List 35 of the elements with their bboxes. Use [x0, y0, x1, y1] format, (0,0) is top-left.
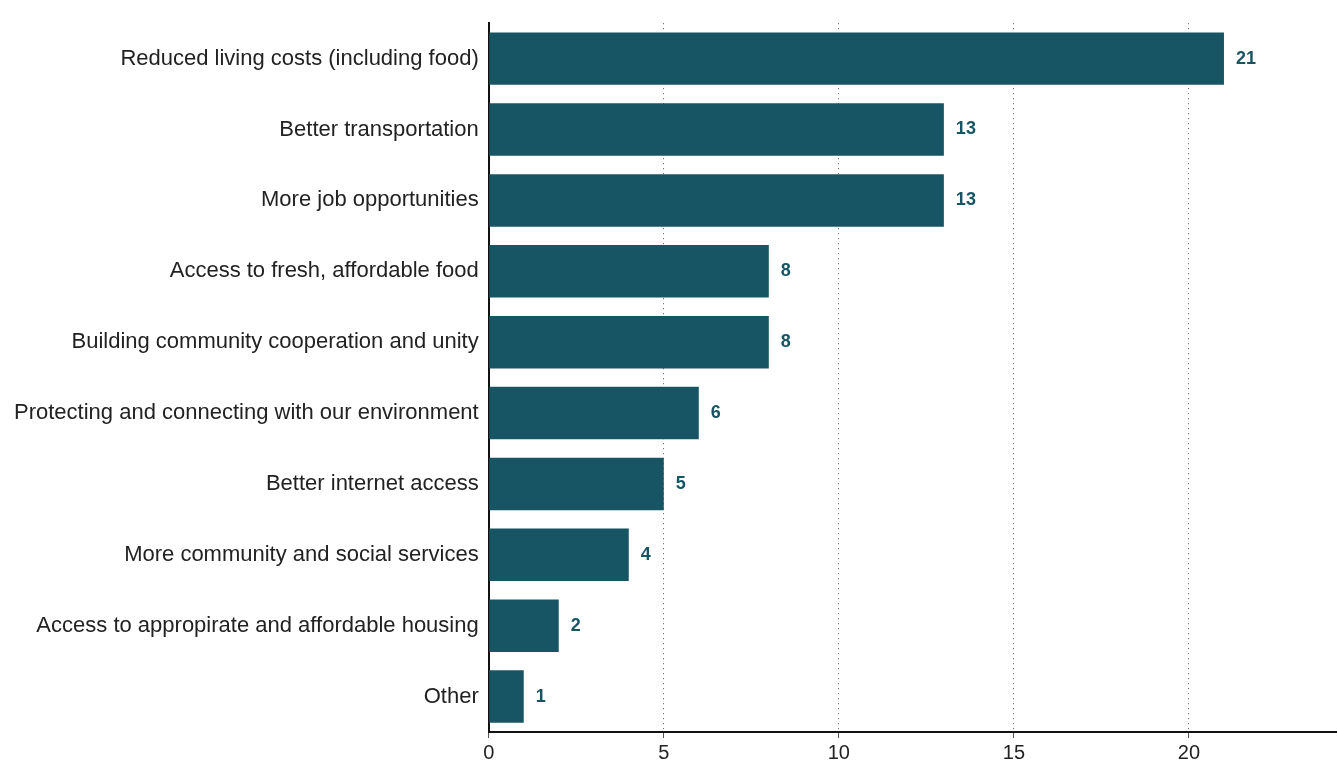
data-label: 6 — [710, 402, 721, 423]
data-label: 8 — [780, 260, 791, 281]
bar — [489, 670, 524, 723]
x-tick-label: 0 — [483, 740, 495, 763]
x-tick-label: 5 — [658, 740, 670, 763]
bar — [489, 32, 1224, 85]
data-label: 4 — [640, 543, 651, 564]
y-tick-label: Building community cooperation and unity — [71, 328, 479, 354]
x-tick-label: 15 — [1002, 740, 1026, 763]
y-tick-label: Reduced living costs (including food) — [120, 44, 479, 70]
bar — [489, 386, 699, 440]
y-tick-label: Other — [423, 682, 479, 708]
y-tick-label: Better transportation — [279, 115, 479, 141]
bar — [489, 315, 769, 369]
data-label: 13 — [955, 189, 976, 210]
y-tick-label: Protecting and connecting with our environment — [14, 399, 479, 425]
y-tick-label: Better internet access — [265, 469, 479, 495]
data-label: 8 — [780, 331, 791, 352]
x-tick-label: 10 — [827, 740, 850, 763]
data-label: 2 — [570, 614, 581, 635]
y-tick-label: Access to fresh, affordable food — [169, 257, 479, 283]
x-tick-label: 20 — [1177, 740, 1201, 763]
data-label: 1 — [535, 685, 546, 706]
bar — [489, 174, 944, 227]
data-label: 5 — [675, 472, 686, 493]
y-tick-label: Access to appropirate and affordable housing — [36, 611, 479, 637]
bar — [489, 528, 629, 582]
bar — [489, 457, 664, 511]
y-tick-label: More community and social services — [124, 540, 479, 566]
bar — [489, 103, 944, 156]
bar — [489, 245, 769, 298]
bar — [489, 599, 559, 652]
data-label: 13 — [955, 118, 976, 139]
data-label: 21 — [1235, 47, 1256, 68]
y-tick-label: More job opportunities — [261, 186, 479, 212]
